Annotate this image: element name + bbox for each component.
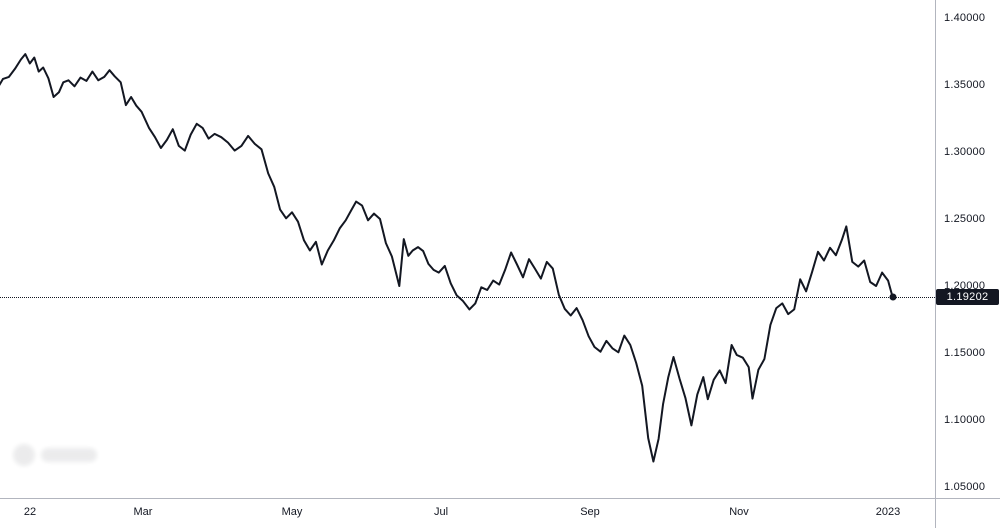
time-axis-label: Sep xyxy=(580,506,600,518)
price-axis-label: 1.35000 xyxy=(944,79,986,91)
time-axis-border xyxy=(0,498,1000,499)
time-axis-label: Jul xyxy=(433,506,449,518)
price-line-series xyxy=(0,53,894,463)
price-axis-label: 1.30000 xyxy=(944,146,986,158)
last-price-line xyxy=(0,297,935,298)
price-axis-label: 1.05000 xyxy=(944,481,986,493)
price-axis-label: 1.40000 xyxy=(944,12,986,24)
time-axis-label: 22 xyxy=(23,506,37,518)
time-axis-label: Mar xyxy=(133,506,153,518)
time-axis-label: Nov xyxy=(729,506,749,518)
price-axis[interactable]: 1.19202 1.40000 1.35000 1.30000 1.25000 1.20… xyxy=(936,0,1000,498)
price-axis-label: 1.10000 xyxy=(944,414,986,426)
plot-area[interactable] xyxy=(0,0,935,498)
time-axis-label: May xyxy=(281,506,303,518)
price-line-canvas xyxy=(0,53,894,463)
last-price-marker xyxy=(889,293,897,301)
price-axis-border xyxy=(935,0,936,528)
price-axis-label: 1.15000 xyxy=(944,347,986,359)
price-axis-label: 1.20000 xyxy=(944,280,986,292)
last-price-badge: 1.19202 xyxy=(936,289,999,305)
time-axis[interactable]: 22 Mar May Jul Sep Nov 2023 xyxy=(0,499,935,528)
time-axis-label: 2023 xyxy=(875,506,901,518)
price-axis-label: 1.25000 xyxy=(944,213,986,225)
